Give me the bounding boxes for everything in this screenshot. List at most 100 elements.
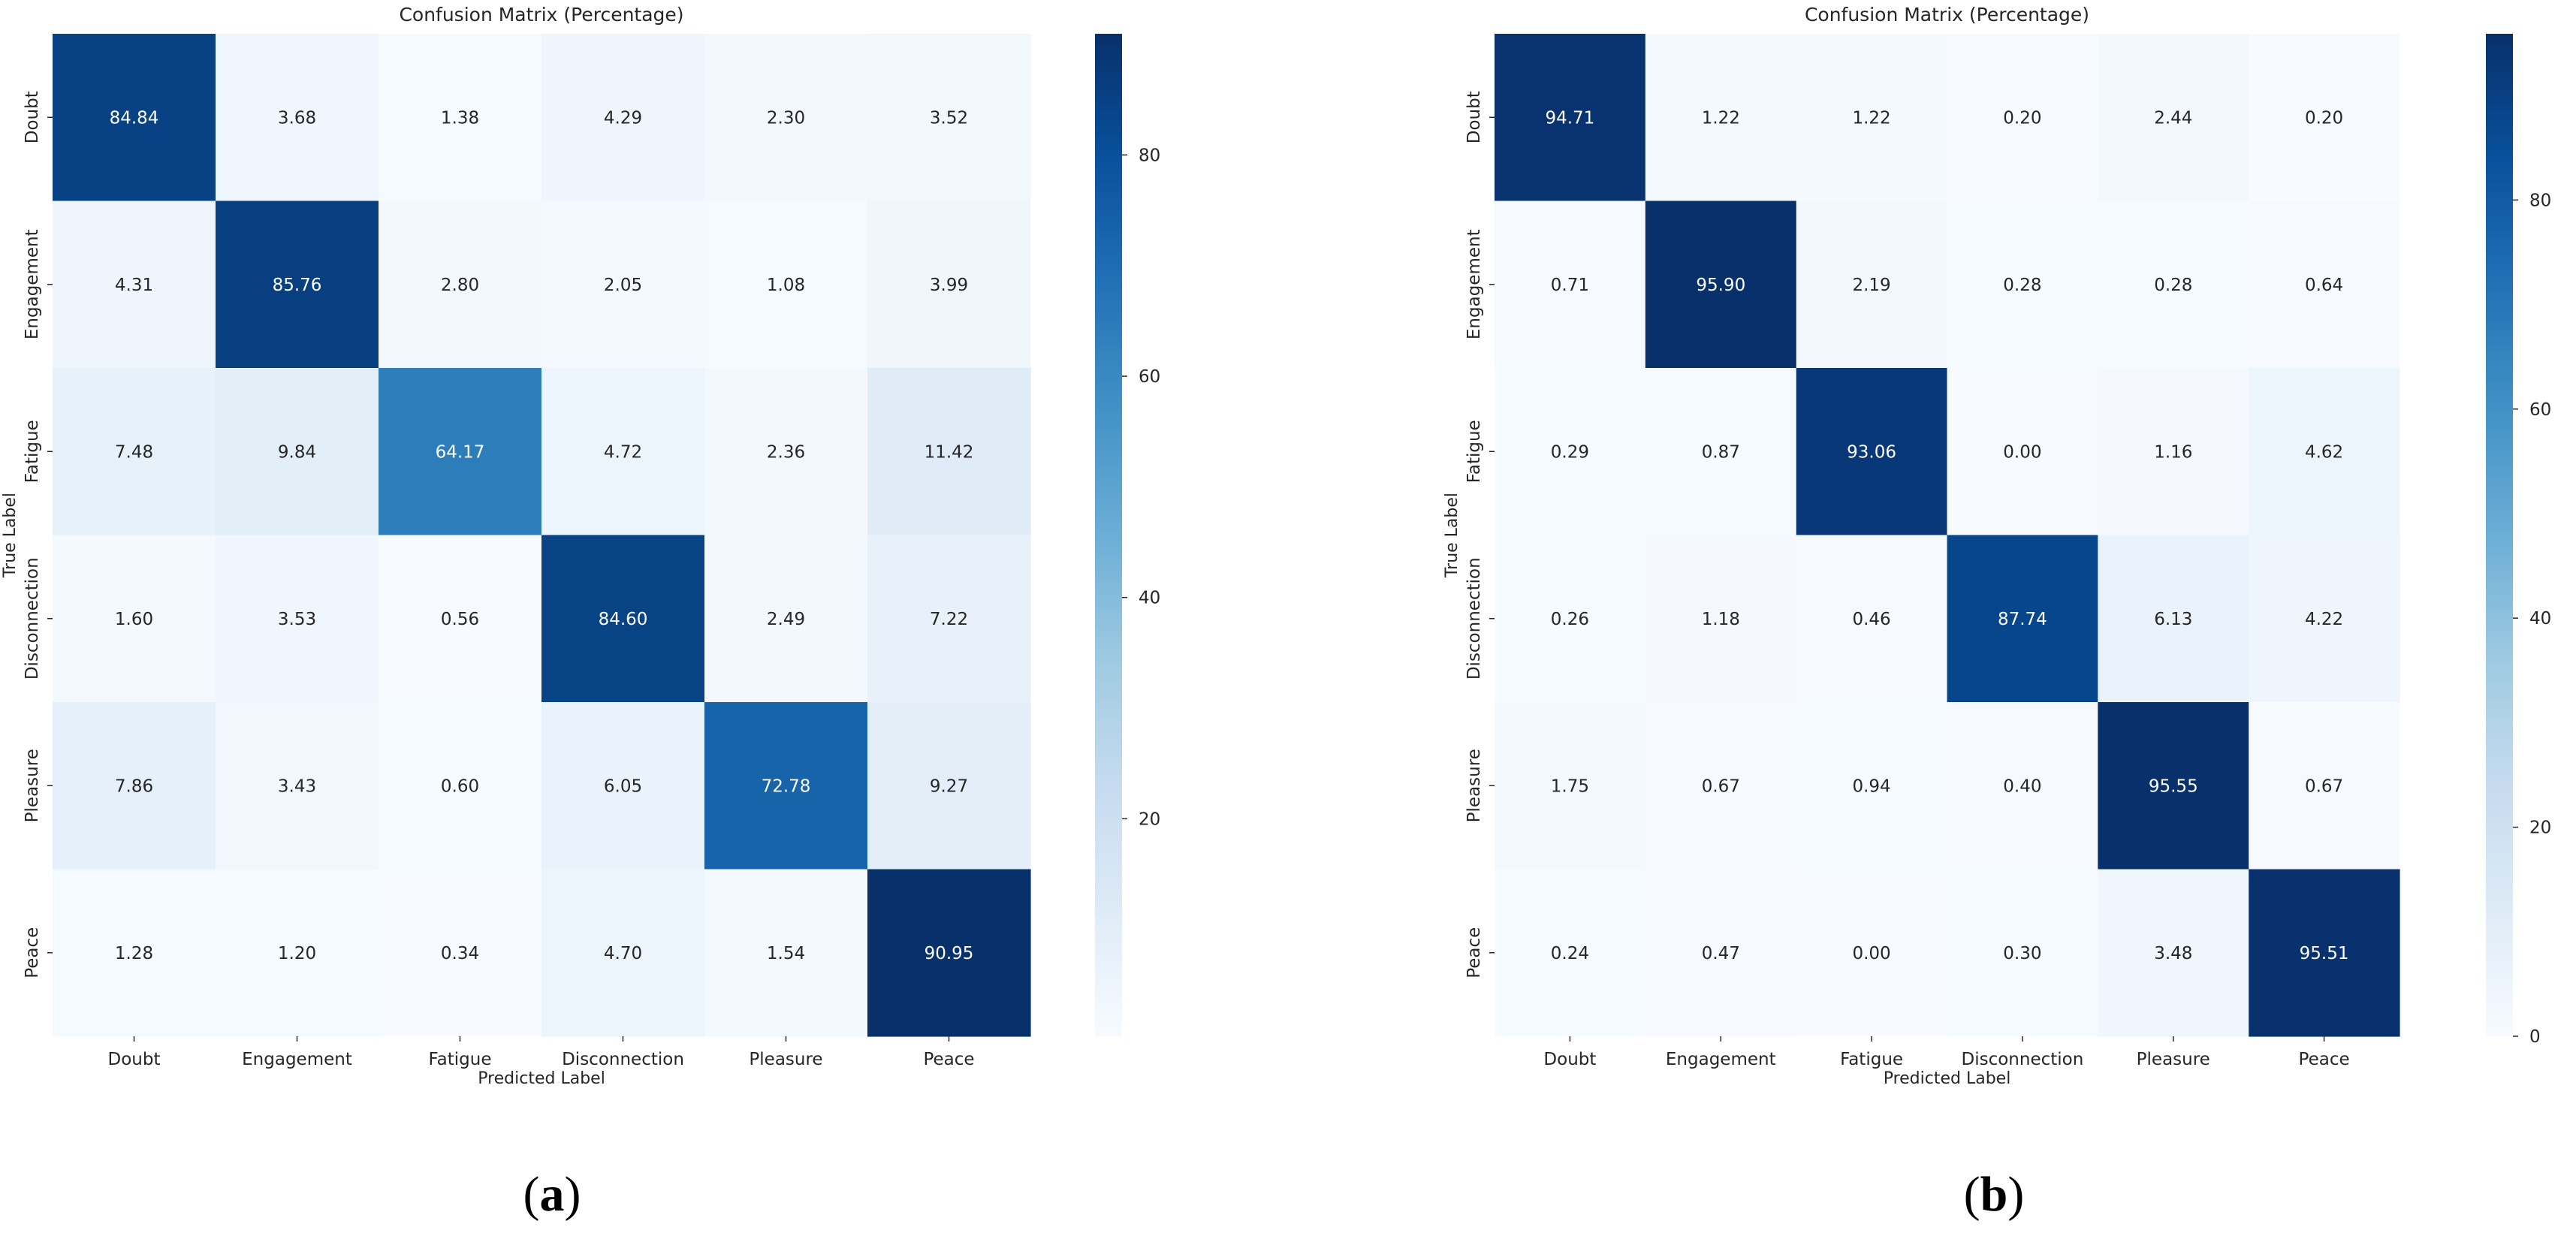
colorbar [1095,34,1122,1036]
panel-label-letter: b [1980,1167,2008,1222]
cell-value-label: 95.55 [2149,776,2198,796]
cell-value-label: 0.00 [1852,944,1890,963]
heatmap-cell [1947,200,2098,369]
cell-value-label: 1.28 [115,944,153,963]
cell-value-label: 2.49 [767,610,805,629]
panel-label-open-paren: ( [1964,1167,1980,1222]
heatmap-cell [379,34,542,202]
y-tick-label: Pleasure [1464,749,1484,822]
x-tick-label: Disconnection [1962,1050,2084,1069]
cell-value-label: 0.87 [1702,442,1740,462]
heatmap-cell [867,34,1031,202]
cell-value-label: 0.64 [2305,276,2343,295]
cell-value-label: 9.84 [278,442,316,462]
heatmap-cell [2098,869,2249,1037]
cell-value-label: 0.60 [441,776,479,796]
confusion-matrix-panel-a: Confusion Matrix (Percentage) 84.84 3.68 1.… [1,4,1160,1222]
cell-value-label: 90.95 [925,944,974,963]
cell-value-label: 4.29 [604,108,642,128]
heatmap-cell [53,535,216,703]
heatmap-cell [379,869,542,1037]
heatmap-cell [541,200,705,369]
heatmap-cell [379,702,542,870]
colorbar [2486,34,2513,1036]
heatmap-cell [1495,368,1646,536]
chart-title: Confusion Matrix (Percentage) [399,4,683,26]
x-tick-label: Peace [923,1050,974,1069]
cell-value-label: 0.20 [2305,108,2343,128]
cell-value-label: 93.06 [1847,442,1896,462]
y-tick-label: Fatigue [1464,420,1484,483]
heatmap-cell [867,368,1031,536]
heatmap-cell [379,535,542,703]
cell-value-label: 0.67 [2305,776,2343,796]
panel-label-letter: a [540,1167,565,1222]
heatmap-cell [216,368,379,536]
cell-value-label: 0.00 [2003,442,2041,462]
cell-value-label: 6.05 [604,776,642,796]
panel-label-close-paren: ) [2007,1167,2024,1222]
confusion-matrix-panel-b: Confusion Matrix (Percentage) 94.71 1.22 1.… [1443,4,2551,1222]
cell-value-label: 1.75 [1551,776,1589,796]
y-axis-label: True Label [1,493,20,578]
heatmap-cell [216,200,379,369]
heatmap-cell [2098,702,2249,870]
cell-value-label: 0.26 [1551,610,1589,629]
heatmap-cell [704,368,868,536]
heatmap-cell [1645,34,1797,202]
cell-value-label: 94.71 [1545,108,1594,128]
x-tick-label: Engagement [1666,1050,1776,1069]
cell-value-label: 1.22 [1702,108,1740,128]
cell-value-label: 4.31 [115,276,153,295]
x-tick-label: Pleasure [2137,1050,2210,1069]
cell-value-label: 72.78 [762,776,811,796]
heatmap-cell [1495,34,1646,202]
cell-value-label: 1.60 [115,610,153,629]
heatmap-cell [867,702,1031,870]
cell-value-label: 0.46 [1852,610,1890,629]
heatmap-cell [541,702,705,870]
cell-value-label: 1.54 [767,944,805,963]
colorbar-tick-label: 60 [2529,400,2551,420]
heatmap-cell [1645,702,1797,870]
heatmap-cell [1495,535,1646,703]
cell-value-label: 95.51 [2300,944,2349,963]
colorbar-tick-label: 40 [1139,589,1160,608]
x-tick-label: Peace [2299,1050,2350,1069]
colorbar-tick-label: 40 [2529,609,2551,629]
heatmap-cell [2098,34,2249,202]
cell-value-label: 87.74 [1998,610,2047,629]
y-tick-label: Pleasure [23,749,42,822]
cell-value-label: 0.28 [2154,276,2192,295]
cell-value-label: 0.67 [1702,776,1740,796]
colorbar-tick-label: 20 [1139,809,1160,829]
y-axis-label: True Label [1443,493,1461,578]
heatmap-cell [1645,535,1797,703]
heatmap-cell [1645,200,1797,369]
cell-value-label: 0.71 [1551,276,1589,295]
x-tick-label: Pleasure [749,1050,822,1069]
cell-value-label: 4.22 [2305,610,2343,629]
heatmap-cell [2098,200,2249,369]
cell-value-label: 0.94 [1852,776,1890,796]
heatmap-cell [1495,200,1646,369]
heatmap-cell [1495,869,1646,1037]
heatmap-cell [1796,368,1948,536]
cell-value-label: 1.08 [767,276,805,295]
cell-value-label: 85.76 [273,276,322,295]
x-tick-label: Fatigue [1840,1050,1903,1069]
heatmap-cell [541,535,705,703]
heatmap-cell [541,34,705,202]
heatmap-cell [53,200,216,369]
x-tick-label: Disconnection [562,1050,684,1069]
cell-value-label: 3.48 [2154,944,2192,963]
cell-value-label: 1.16 [2154,442,2192,462]
cell-value-label: 84.84 [110,108,159,128]
cell-value-label: 9.27 [930,776,968,796]
cell-value-label: 7.86 [115,776,153,796]
y-tick-label: Peace [1464,927,1484,978]
cell-value-label: 3.53 [278,610,316,629]
cell-value-label: 0.30 [2003,944,2041,963]
cell-value-label: 4.72 [604,442,642,462]
heatmap-cell [704,869,868,1037]
